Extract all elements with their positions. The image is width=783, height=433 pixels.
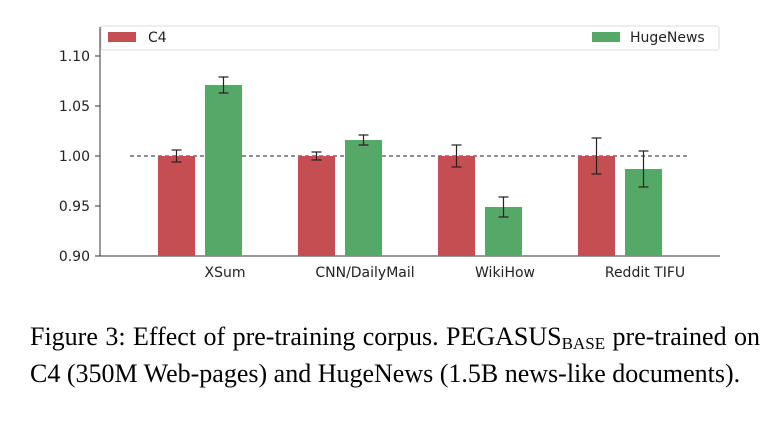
caption-model: PEGASUS [446, 322, 562, 351]
y-tick-label-1: 0.95 [59, 199, 90, 215]
bar-c4-2 [438, 156, 475, 256]
y-ticks: 0.90 0.95 1.00 1.05 1.10 [59, 49, 100, 265]
bar-c4-0 [158, 156, 195, 256]
bar-c4-1 [298, 156, 335, 256]
bars [158, 76, 662, 256]
legend-label-hugenews: HugeNews [630, 30, 705, 46]
x-tick-label-2: WikiHow [475, 265, 535, 281]
bar-hugenews-1 [345, 140, 382, 256]
y-tick-label-2: 1.00 [59, 149, 90, 165]
bar-hugenews-0 [205, 85, 242, 256]
y-tick-label-0: 0.90 [59, 249, 90, 265]
figure-caption: Figure 3: Effect of pre-training corpus.… [30, 318, 760, 392]
chart-axes [99, 27, 720, 257]
x-tick-labels: XSum CNN/DailyMail WikiHow Reddit TIFU [205, 265, 686, 281]
bar-chart: 0.90 0.95 1.00 1.05 1.10 XSum CNN/DailyMail Wi… [59, 25, 720, 281]
legend-box [100, 25, 720, 51]
legend-label-c4: C4 [148, 30, 167, 46]
legend-swatch-hugenews [592, 32, 620, 42]
caption-text-1: Effect of pre-training corpus. [133, 322, 439, 351]
y-tick-label-3: 1.05 [59, 99, 90, 115]
x-tick-label-0: XSum [205, 265, 246, 281]
caption-prefix: Figure 3: [30, 322, 126, 351]
x-tick-label-3: Reddit TIFU [605, 265, 685, 281]
legend-swatch-c4 [108, 32, 136, 42]
caption-text-2: pre-trained on C4 (350M Web-pages) and H… [30, 322, 761, 388]
x-tick-label-1: CNN/DailyMail [315, 265, 414, 281]
caption-model-sub: BASE [561, 334, 606, 353]
legend: C4 HugeNews [100, 25, 720, 51]
y-tick-label-4: 1.10 [59, 49, 90, 65]
